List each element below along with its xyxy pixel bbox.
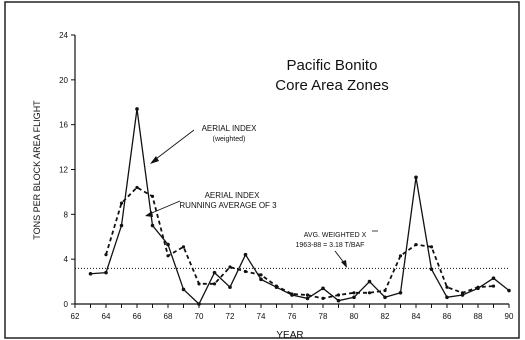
x-tick-label: 72 xyxy=(226,312,235,321)
weighted-data-point xyxy=(228,285,232,289)
weighted-data-point xyxy=(398,290,403,295)
weighted-data-point xyxy=(460,293,465,297)
running-average-data-point xyxy=(336,293,341,297)
x-tick-label: 86 xyxy=(443,312,452,321)
y-tick-label: 8 xyxy=(64,210,69,219)
running-average-data-point xyxy=(414,242,418,247)
running-average-data-point xyxy=(398,254,403,258)
weighted-data-point xyxy=(181,287,186,292)
running-average-data-point xyxy=(197,282,201,286)
running-average-data-point xyxy=(476,285,480,289)
running-average-data-point xyxy=(259,273,263,277)
chart-frame xyxy=(4,1,520,339)
x-tick-label: 62 xyxy=(71,312,80,321)
running-average-data-point xyxy=(383,288,387,293)
running-average-data-point xyxy=(290,292,294,296)
weighted-data-point xyxy=(119,223,124,228)
chart-title-line1: Pacific Bonito xyxy=(287,57,378,74)
running-average-data-point xyxy=(150,194,155,198)
weighted-data-point xyxy=(321,286,325,291)
annotation-average-line1: AVG. WEIGHTED X xyxy=(304,232,367,239)
running-average-data-point xyxy=(429,245,434,249)
annotation-average-arrowhead xyxy=(341,260,347,268)
running-average-data-point xyxy=(274,284,279,288)
weighted-data-point xyxy=(104,270,108,275)
weighted-data-point xyxy=(383,295,387,300)
annotation-weighted-line1: AERIAL INDEX xyxy=(202,124,257,133)
y-tick-label: 24 xyxy=(59,31,68,40)
x-tick-label: 78 xyxy=(319,312,328,321)
weighted-data-point xyxy=(445,295,449,300)
weighted-data-point xyxy=(336,298,341,303)
weighted-data-point xyxy=(429,267,434,272)
y-tick-label: 20 xyxy=(59,76,68,85)
x-tick-label: 82 xyxy=(381,312,390,321)
annotation-running-arrow xyxy=(146,200,181,216)
x-tick-label: 80 xyxy=(350,312,359,321)
weighted-data-point xyxy=(507,288,511,293)
x-tick-label: 90 xyxy=(505,312,514,321)
x-tick-label: 74 xyxy=(257,312,266,321)
running-average-data-point xyxy=(243,269,248,274)
x-tick-label: 68 xyxy=(164,312,173,321)
y-ticks: 0 4 8 12 16 20 24 xyxy=(59,31,75,309)
annotation-running-line2: RUNNING AVERAGE OF 3 xyxy=(179,201,277,210)
annotation-weighted-arrow xyxy=(151,129,195,163)
running-average-data-point xyxy=(228,265,232,269)
weighted-data-point xyxy=(491,276,496,281)
weighted-data-point xyxy=(367,279,372,284)
series-aerial-index-weighted-line xyxy=(90,108,510,306)
running-average-data-point xyxy=(212,282,217,286)
weighted-data-point xyxy=(243,252,248,257)
running-average-data-point xyxy=(104,253,108,257)
chart-title-line2: Core Area Zones xyxy=(275,77,388,94)
running-average-data-point xyxy=(352,291,356,295)
weighted-data-point xyxy=(352,295,356,300)
annotation-average-line2: 1963-88 = 3.18 T/BAF xyxy=(296,242,365,249)
y-tick-label: 16 xyxy=(59,121,68,130)
series-running-average-line xyxy=(105,186,494,300)
weighted-data-point xyxy=(212,270,217,275)
weighted-data-point xyxy=(197,302,201,306)
weighted-data-point xyxy=(135,107,139,111)
x-ticks: 62 64 66 68 70 72 74 76 78 80 82 84 86 88 90 xyxy=(71,304,514,321)
annotation-running-arrowhead xyxy=(145,211,153,217)
weighted-data-point xyxy=(414,175,418,180)
y-tick-label: 0 xyxy=(64,300,69,309)
annotation-weighted-arrowhead xyxy=(150,156,159,164)
running-average-data-point xyxy=(460,291,465,295)
weighted-data-point xyxy=(150,223,155,228)
weighted-data-point xyxy=(305,296,310,301)
series-points xyxy=(88,107,511,306)
y-tick-label: 12 xyxy=(59,166,68,175)
running-average-data-point xyxy=(166,254,170,258)
running-average-data-point xyxy=(321,296,325,300)
x-tick-label: 88 xyxy=(474,312,483,321)
y-tick-label: 4 xyxy=(64,255,69,264)
x-tick-label: 64 xyxy=(102,312,111,321)
running-average-data-point xyxy=(119,201,124,205)
x-tick-label: 84 xyxy=(412,312,421,321)
x-tick-label: 66 xyxy=(133,312,142,321)
running-average-data-point xyxy=(491,284,496,288)
x-tick-label: 70 xyxy=(195,312,204,321)
annotation-weighted-line2: (weighted) xyxy=(213,136,246,143)
y-axis-label: TONS PER BLOCK AREA FLIGHT xyxy=(32,100,42,240)
weighted-data-point xyxy=(166,242,170,247)
running-average-data-point xyxy=(367,291,372,295)
annotation-running-line1: AERIAL INDEX xyxy=(205,191,260,200)
x-tick-label: 76 xyxy=(288,312,297,321)
weighted-data-point xyxy=(259,277,263,282)
running-average-data-point xyxy=(181,245,186,249)
running-average-data-point xyxy=(305,293,310,297)
running-average-data-point xyxy=(135,185,139,190)
x-axis-label: YEAR xyxy=(276,330,303,340)
weighted-data-point xyxy=(88,271,93,276)
running-average-data-point xyxy=(445,285,449,289)
